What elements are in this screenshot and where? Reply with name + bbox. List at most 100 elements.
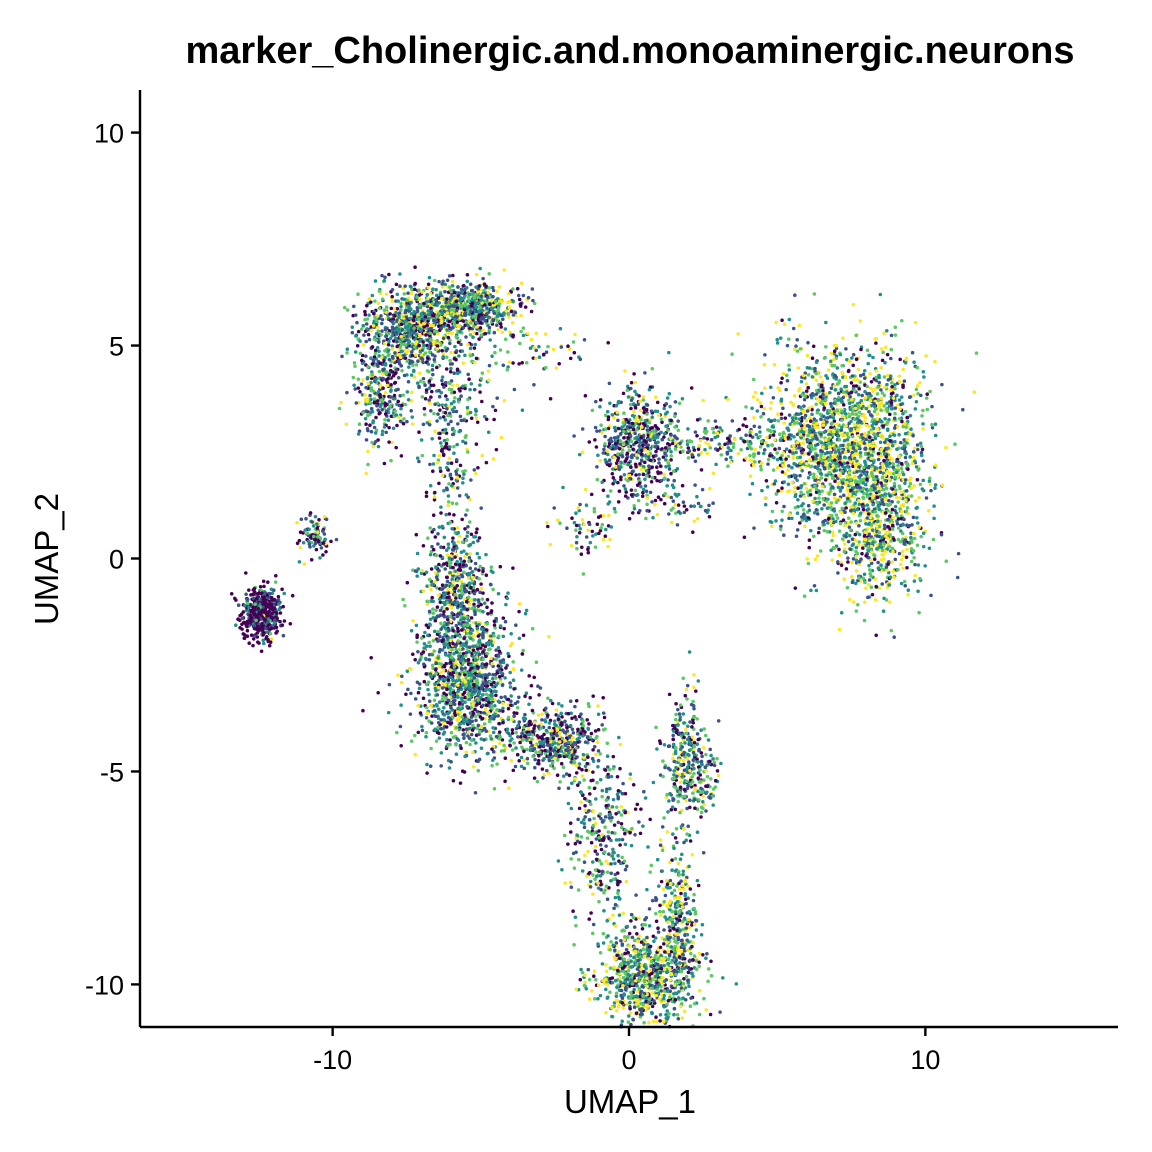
data-point [914,400,919,404]
data-point [759,467,763,472]
data-point [384,292,389,296]
data-point [361,378,365,382]
data-point [677,401,682,406]
data-point [236,603,241,607]
data-point [277,602,281,606]
data-point [491,404,495,409]
data-point [409,409,413,413]
data-point [411,363,415,368]
data-point [744,456,748,461]
data-point [712,430,716,435]
data-point [416,320,421,324]
data-point [842,461,847,466]
data-point [487,272,491,276]
data-point [410,350,414,354]
data-point [751,395,756,399]
data-point [933,433,938,438]
data-point [431,298,436,302]
data-point [918,381,922,385]
data-point [819,472,824,477]
data-point [630,469,635,474]
data-point [380,432,385,437]
data-point [454,299,459,303]
data-point [429,395,433,399]
data-point [354,401,359,405]
data-point [474,272,479,277]
data-point [413,353,418,357]
data-point [405,390,410,394]
data-point [361,343,366,347]
data-point [402,292,407,296]
data-point [728,434,732,438]
data-point [878,292,883,297]
data-point [892,433,897,438]
data-point [595,465,599,469]
data-point [461,481,465,485]
data-point [488,302,492,306]
data-point [262,584,266,589]
data-point [787,474,791,479]
data-point [776,413,781,417]
data-point [450,501,455,505]
data-point [478,390,482,394]
data-point [278,619,282,624]
data-point [849,460,853,464]
data-point [736,451,741,456]
data-point [854,384,859,388]
data-point [450,484,454,488]
data-point [432,357,437,362]
data-point [844,347,848,351]
data-point [669,454,673,458]
data-point [484,417,489,422]
data-point [357,422,362,426]
data-point [766,428,770,432]
data-point [774,501,779,505]
data-point [481,328,486,332]
data-point [825,473,829,477]
data-point [399,454,404,458]
data-point [752,415,756,420]
data-point [480,399,484,404]
data-point [904,356,909,360]
data-point [403,343,408,347]
data-point [254,618,258,623]
data-point [878,440,883,445]
data-point [639,484,643,489]
data-point [898,486,902,491]
data-point [849,419,853,424]
data-point [405,298,410,303]
data-point [370,372,374,377]
data-point [482,315,486,319]
data-point [858,441,863,446]
data-point [454,335,459,339]
data-point [395,327,400,332]
data-point [866,451,871,456]
data-point [441,336,446,341]
data-point [363,393,367,397]
data-point [787,512,791,517]
data-point [399,304,403,309]
data-point [614,461,619,465]
data-point [365,317,370,321]
data-point [469,416,474,421]
data-point [491,294,495,299]
data-point [410,353,415,358]
data-point [305,531,310,536]
data-point [865,348,870,353]
data-point [844,506,848,510]
data-point [695,418,700,422]
data-point [469,478,473,482]
data-point [249,633,254,637]
data-point [671,469,676,473]
data-point [350,325,355,329]
data-point [388,399,392,404]
data-point [352,383,356,388]
data-point [386,343,391,347]
data-point [476,466,480,470]
data-point [389,458,393,463]
data-point [446,494,451,498]
data-point [861,436,865,440]
data-point [371,324,376,328]
data-point [634,440,638,445]
data-point [400,403,404,408]
